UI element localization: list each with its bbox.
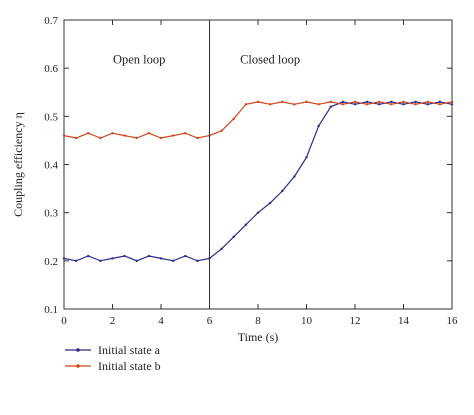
series-a-point	[438, 100, 442, 104]
series-a-point	[402, 103, 405, 106]
series-b-point	[378, 100, 381, 104]
series-a-point	[341, 100, 345, 104]
legend-label-a: Initial state a	[98, 343, 161, 357]
series-b-point	[414, 103, 417, 106]
y-tick-label: 0.3	[44, 208, 58, 220]
series-a-point	[450, 103, 454, 106]
series-b-point	[329, 100, 332, 104]
series-b-point	[99, 136, 102, 140]
series-b-point	[256, 100, 260, 104]
series-a-point	[256, 211, 260, 214]
series-b-point	[244, 103, 248, 106]
series-b-point	[293, 103, 296, 106]
series-b-point	[232, 117, 235, 120]
series-a-point	[353, 103, 357, 106]
series-b-point	[111, 131, 114, 135]
series-b-point	[74, 136, 78, 140]
series-b-point	[341, 103, 345, 106]
y-tick-label: 0.6	[44, 63, 58, 75]
series-a-point	[62, 257, 66, 260]
series-b-point	[402, 100, 405, 104]
series-b-point	[159, 136, 163, 140]
series-b-point	[62, 134, 66, 137]
y-tick-label: 0.4	[44, 160, 58, 172]
series-a-point	[244, 223, 248, 226]
series-a-point	[99, 259, 102, 263]
series-b-point	[281, 100, 284, 104]
series-a-point	[365, 100, 369, 104]
series-a-point	[329, 105, 332, 108]
series-a-point	[123, 254, 126, 258]
series-b-point	[438, 103, 442, 106]
series-b-point	[147, 131, 151, 135]
series-a-point	[268, 201, 272, 205]
series-initial-state-a-line	[63, 101, 453, 262]
legend-label-b: Initial state b	[98, 359, 161, 373]
series-b-point	[123, 134, 126, 137]
series-a-point	[293, 175, 296, 178]
series-b-point	[317, 103, 320, 106]
series-b-point	[268, 103, 272, 106]
y-axis-label: Coupling efficiency η	[11, 112, 25, 217]
y-tick-label: 0.7	[44, 15, 58, 27]
y-tick-label: 0.2	[44, 256, 58, 268]
series-b-point	[305, 100, 308, 104]
series-a-point	[171, 259, 175, 263]
series-initial-state-b-line	[63, 101, 453, 139]
series-b-point	[220, 129, 223, 132]
series-b-point	[171, 134, 175, 137]
x-axis-label: Time (s)	[238, 330, 279, 344]
series-a-point	[414, 100, 417, 104]
series-a-point	[305, 156, 308, 159]
series-b-point	[135, 136, 138, 140]
legend-marker-a	[76, 348, 80, 352]
open-loop-annotation: Open loop	[113, 52, 165, 66]
series-b-point	[196, 136, 199, 140]
x-tick-label: 12	[350, 315, 361, 327]
series-a-point	[378, 103, 381, 106]
series-b-point	[353, 100, 357, 104]
x-tick-label: 2	[110, 315, 116, 327]
x-tick-label: 8	[255, 315, 261, 327]
series-b-point	[390, 103, 393, 106]
series-a-point	[220, 247, 223, 250]
x-tick-label: 6	[207, 315, 213, 327]
series-a-point	[147, 254, 151, 258]
x-tick-label: 16	[447, 315, 459, 327]
series-b-point	[184, 131, 187, 135]
series-a-point	[184, 254, 187, 258]
y-tick-label: 0.1	[44, 304, 58, 316]
series-b-point	[426, 100, 429, 104]
x-tick-label: 4	[158, 315, 164, 327]
x-tick-label: 10	[301, 315, 313, 327]
series-a-point	[390, 100, 393, 104]
y-tick-label: 0.5	[44, 111, 58, 123]
closed-loop-annotation: Closed loop	[240, 52, 300, 66]
series-a-point	[87, 254, 90, 258]
legend-marker-b	[76, 364, 80, 368]
series-b-point	[450, 100, 454, 104]
series-a-point	[426, 103, 429, 106]
series-a-point	[111, 257, 114, 260]
series-a-point	[317, 124, 320, 128]
series-a-point	[232, 235, 235, 238]
series-a-point	[74, 259, 78, 263]
series-a-point	[159, 257, 163, 260]
series-a-point	[196, 259, 199, 263]
series-a-point	[135, 259, 138, 263]
series-b-point	[365, 103, 369, 106]
series-b-point	[87, 131, 90, 135]
x-tick-label: 0	[61, 315, 67, 327]
x-tick-label: 14	[398, 315, 410, 327]
series-a-point	[281, 189, 284, 193]
